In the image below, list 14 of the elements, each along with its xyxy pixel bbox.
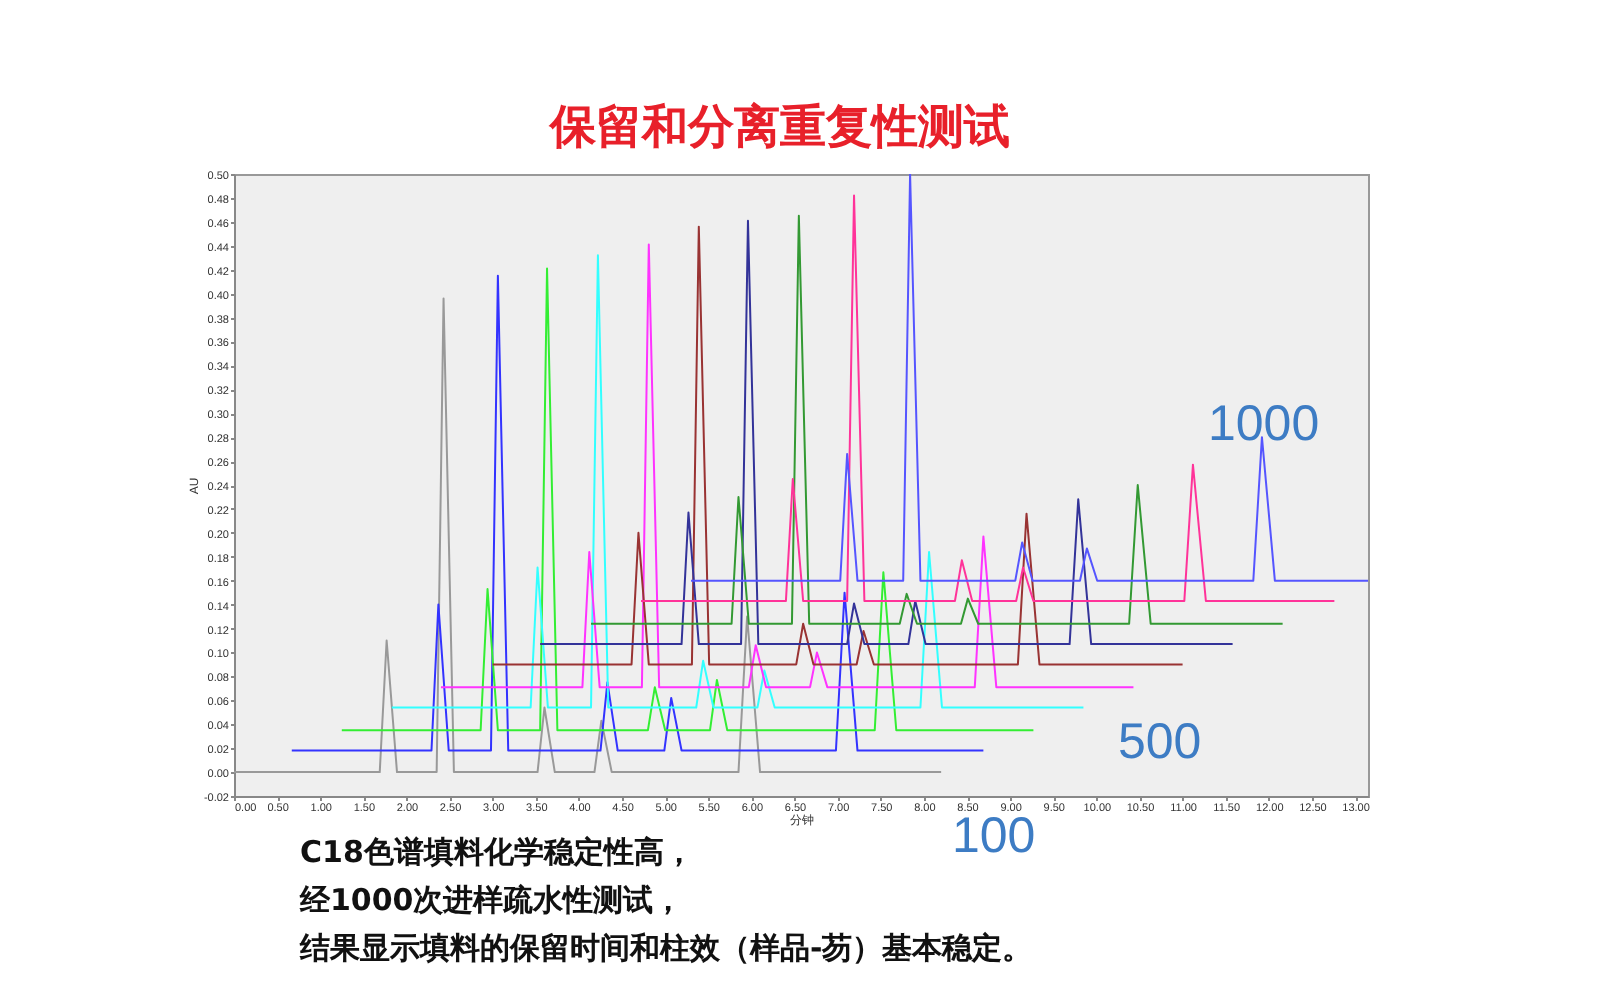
text: 结果显示填料的保留时间和柱效（样品-芴）基本稳定。: [300, 930, 1033, 968]
line-series: [390, 254, 1085, 709]
line-series: [290, 274, 985, 752]
line-series: [690, 174, 1368, 582]
annotation: 500: [1118, 714, 1202, 772]
text: 100: [952, 808, 1036, 866]
text: 经1000次进样疏水性测试，: [300, 882, 684, 920]
text: C18色谱填料化学稳定性高，: [300, 834, 694, 872]
line-series: [439, 243, 1135, 689]
line-series: [491, 225, 1184, 666]
chart-title: 保留和分离重复性测试: [547, 100, 1012, 158]
line-series: [340, 267, 1035, 732]
annotation: 1000: [1208, 396, 1320, 454]
line-series: [640, 194, 1336, 603]
